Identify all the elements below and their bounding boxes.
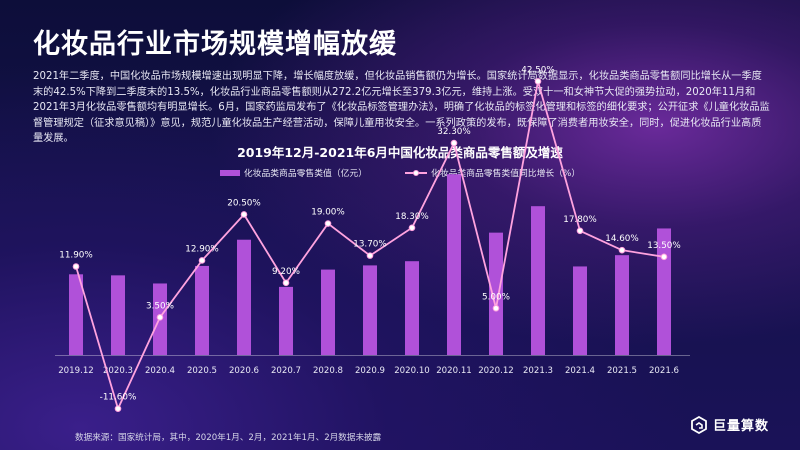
x-tick-label: 2020.10 bbox=[394, 366, 430, 376]
growth-data-label: 13.70% bbox=[353, 240, 387, 250]
growth-data-label: 5.00% bbox=[482, 292, 510, 302]
legend-line-swatch bbox=[405, 169, 428, 177]
growth-data-label: 32.30% bbox=[437, 127, 471, 137]
intro-paragraph: 2021年二季度，中国化妆品市场规模增速出现明显下降，增长幅度放缓，但化妆品销售… bbox=[33, 71, 770, 145]
growth-data-label: 12.90% bbox=[185, 244, 219, 254]
bar-2020.5 bbox=[195, 265, 209, 355]
page-title: 化妆品行业市场规模增幅放缓 bbox=[33, 29, 397, 60]
growth-data-label: 17.80% bbox=[563, 215, 597, 225]
x-tick-label: 2020.7 bbox=[271, 366, 301, 376]
growth-point-2020.10 bbox=[408, 224, 416, 232]
growth-point-2021.5 bbox=[618, 246, 626, 254]
x-tick-label: 2020.11 bbox=[436, 366, 472, 376]
bar-2020.6 bbox=[237, 239, 251, 355]
growth-data-label: 13.50% bbox=[647, 241, 681, 251]
growth-point-2021.6 bbox=[660, 253, 668, 261]
bar-2020.3 bbox=[111, 275, 125, 355]
brand-name: 巨量算数 bbox=[713, 419, 770, 434]
x-tick-label: 2019.12 bbox=[58, 366, 94, 376]
x-tick-label: 2020.3 bbox=[103, 366, 133, 376]
bar-2021.5 bbox=[615, 255, 629, 355]
growth-point-2021.4 bbox=[576, 227, 584, 235]
chart-title: 2019年12月-2021年6月中国化妆品类商品零售额及增速 bbox=[237, 145, 563, 160]
growth-point-2021.3 bbox=[534, 78, 542, 85]
growth-data-label: 11.90% bbox=[59, 251, 93, 261]
growth-point-2020.9 bbox=[366, 252, 374, 259]
x-tick-label: 2020.12 bbox=[478, 366, 514, 376]
x-tick-label: 2020.4 bbox=[145, 366, 175, 376]
x-tick-label: 2021.3 bbox=[523, 366, 553, 376]
brand-logo: 巨量算数 bbox=[690, 415, 769, 434]
growth-point-2020.5 bbox=[198, 257, 206, 264]
bar-2019.12 bbox=[69, 274, 83, 355]
growth-point-2019.12 bbox=[72, 263, 80, 270]
growth-data-label: 19.00% bbox=[311, 208, 345, 218]
bar-2021.6 bbox=[657, 228, 671, 355]
x-tick-label: 2020.9 bbox=[355, 366, 385, 376]
x-tick-label: 2020.8 bbox=[313, 366, 343, 376]
growth-data-label: 3.50% bbox=[146, 301, 174, 311]
growth-point-2020.4 bbox=[156, 314, 164, 321]
legend-bar-label: 化妆品类商品零售类值（亿元） bbox=[243, 169, 368, 179]
growth-point-2020.3 bbox=[114, 405, 122, 412]
legend-item-line: 化妆品类商品零售类值同比增长（%） bbox=[405, 166, 580, 179]
bar-2020.12 bbox=[489, 232, 503, 355]
growth-point-2020.11 bbox=[450, 139, 458, 147]
x-tick-label: 2020.6 bbox=[229, 366, 259, 376]
legend-line-label: 化妆品类商品零售类值同比增长（%） bbox=[431, 169, 581, 179]
growth-point-2020.12 bbox=[492, 304, 500, 312]
bar-2021.4 bbox=[573, 266, 587, 355]
bar-2020.9 bbox=[363, 265, 377, 355]
bar-2020.7 bbox=[279, 286, 293, 355]
data-source-note: 数据来源：国家统计局，其中，2020年1月、2月，2021年1月、2月数据未披露 bbox=[75, 433, 382, 443]
bar-2020.10 bbox=[405, 261, 419, 355]
x-tick-label: 2020.5 bbox=[187, 366, 217, 376]
x-tick-label: 2021.6 bbox=[649, 366, 679, 376]
growth-point-2020.8 bbox=[324, 220, 332, 227]
growth-point-2020.7 bbox=[282, 279, 290, 287]
brand-logo-icon bbox=[691, 415, 707, 434]
x-tick-label: 2021.5 bbox=[607, 366, 637, 376]
chart-legend: 化妆品类商品零售类值（亿元） 化妆品类商品零售类值同比增长（%） bbox=[0, 166, 800, 179]
bar-2020.11 bbox=[447, 174, 461, 355]
legend-item-bar: 化妆品类商品零售类值（亿元） bbox=[219, 166, 368, 179]
bar-2020.8 bbox=[321, 269, 335, 355]
growth-data-label: 9.20% bbox=[272, 267, 300, 277]
legend-bar-swatch bbox=[219, 169, 240, 176]
bar-2021.3 bbox=[531, 206, 545, 355]
x-tick-label: 2021.4 bbox=[565, 366, 595, 376]
growth-data-label: 42.50% bbox=[521, 65, 555, 75]
growth-data-label: -11.60% bbox=[100, 393, 137, 403]
growth-data-label: 18.30% bbox=[395, 212, 429, 222]
growth-data-label: 14.60% bbox=[605, 234, 639, 244]
growth-point-2020.6 bbox=[240, 211, 248, 218]
growth-data-label: 20.50% bbox=[227, 198, 261, 208]
